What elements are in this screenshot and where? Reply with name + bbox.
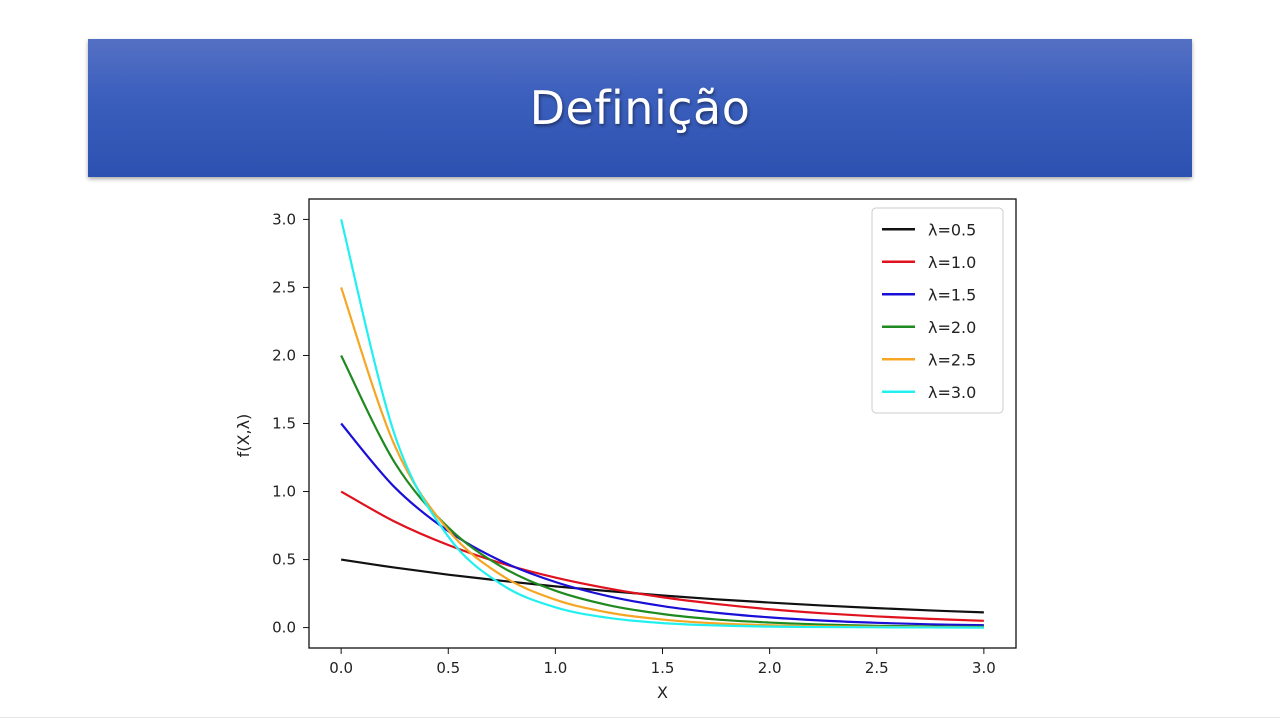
series-line-6 (340, 219, 984, 629)
x-axis-label: X (657, 683, 668, 702)
series-line-2 (340, 490, 984, 622)
x-tick-label: 3.0 (972, 659, 996, 677)
legend-entry-label: λ=1.5 (928, 285, 976, 304)
y-axis-label: f(X,λ) (234, 414, 253, 458)
y-tick-label: 0.0 (272, 619, 296, 637)
x-tick-label: 2.5 (865, 659, 889, 677)
y-tick-label: 3.0 (272, 210, 296, 228)
legend-entry-label: λ=0.5 (928, 220, 976, 239)
exponential-density-chart: 0.0 0.5 1.0 1.5 2.0 2.5 3.0 0.0 0.5 1.0 1.5 2.0 2.5 3… (234, 198, 1017, 702)
x-tick-label: 0.0 (329, 659, 353, 677)
x-tick-label: 1.0 (543, 659, 567, 677)
y-tick-label: 0.5 (272, 551, 296, 569)
y-tick-label: 1.0 (272, 483, 296, 501)
x-tick-label: 0.5 (436, 659, 460, 677)
slide-divider (0, 717, 1280, 718)
slide-title: Definição (529, 81, 751, 135)
x-tick-label: 1.5 (651, 659, 675, 677)
y-tick-label: 1.5 (272, 415, 296, 433)
y-tick-label: 2.0 (272, 346, 296, 364)
chart-container: 0.0 0.5 1.0 1.5 2.0 2.5 3.0 0.0 0.5 1.0 1.5 2.0 2.5 3… (222, 190, 1042, 712)
x-tick-label: 2.0 (758, 659, 782, 677)
y-tick-label: 2.5 (272, 278, 296, 296)
legend-entry-label: λ=3.0 (928, 383, 976, 402)
series-line-1 (340, 558, 984, 614)
legend-box (871, 207, 1004, 414)
title-banner: Definição (88, 39, 1192, 177)
legend-entry-label: λ=1.0 (928, 253, 976, 272)
legend-entry-label: λ=2.0 (928, 318, 976, 337)
legend-entry-label: λ=2.5 (928, 350, 976, 369)
